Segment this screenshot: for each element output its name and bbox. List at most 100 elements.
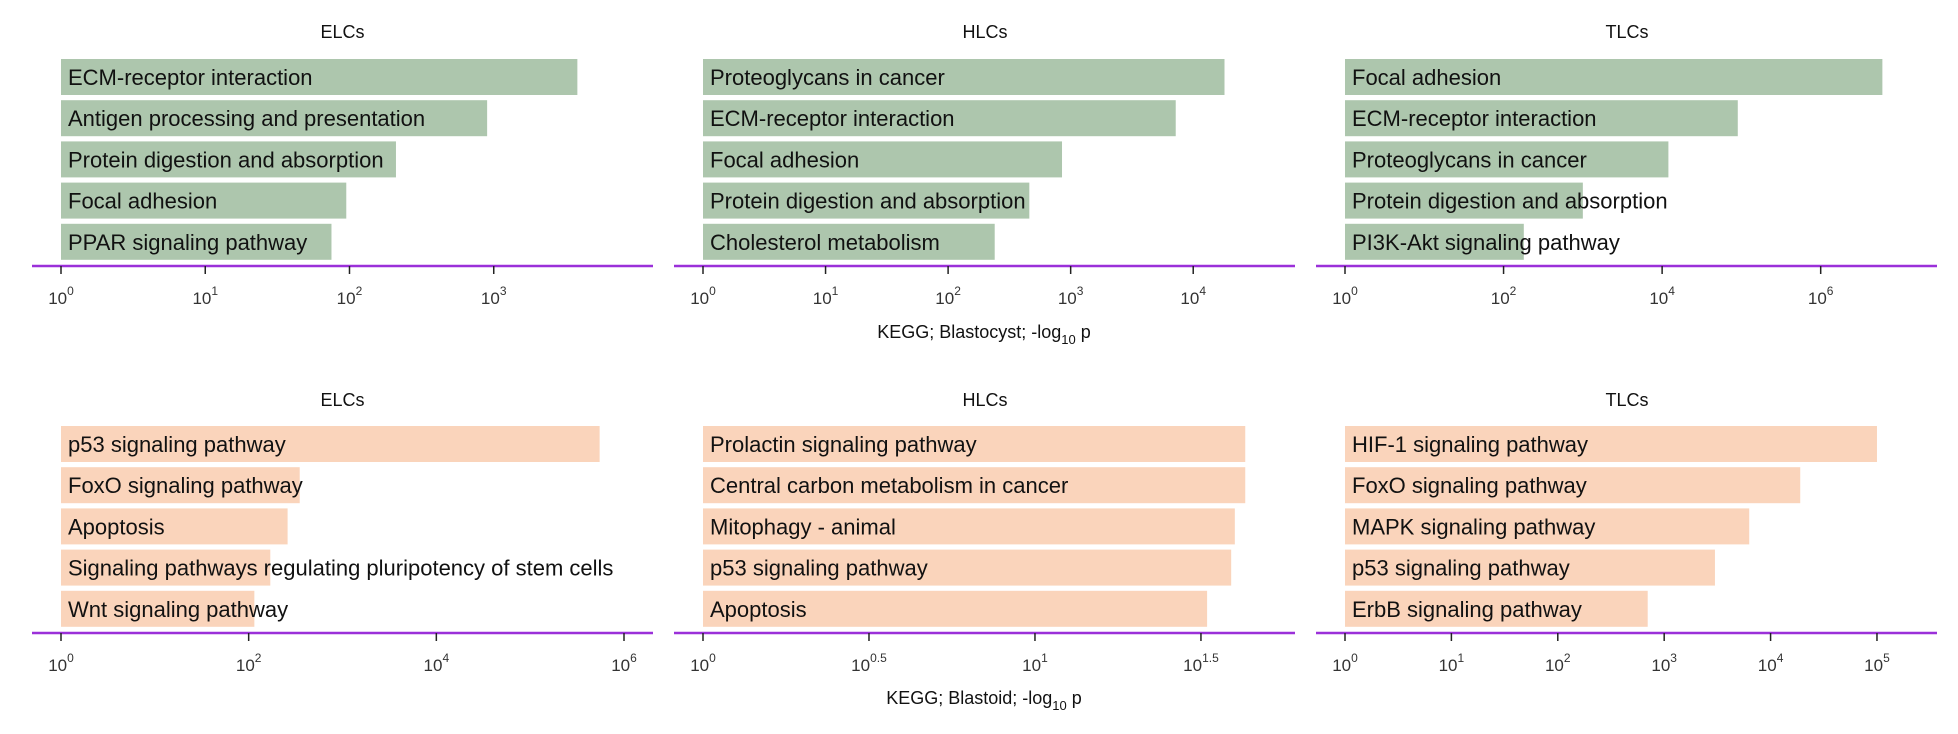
x-tick-label: 106 (1808, 284, 1834, 308)
bar (703, 426, 1246, 462)
bar (1345, 141, 1669, 178)
x-tick-label: 101 (1022, 651, 1048, 675)
bar-label: Apoptosis (68, 514, 165, 539)
x-axis-label: KEGG; Blastoid; -log10 p (886, 688, 1082, 713)
bar (61, 141, 396, 178)
bar-label: Apoptosis (710, 597, 807, 622)
panel-title: ELCs (320, 22, 364, 42)
bar-label: PPAR signaling pathway (68, 230, 307, 255)
bar-label: Central carbon metabolism in cancer (710, 473, 1068, 498)
bar-label: Proteoglycans in cancer (1352, 147, 1587, 172)
x-tick-label: 105 (1864, 651, 1890, 675)
x-tick-label: 102 (337, 284, 363, 308)
x-tick-label: 100 (48, 284, 74, 308)
x-tick-label: 106 (611, 651, 637, 675)
panel-title: HLCs (962, 390, 1007, 410)
x-tick-label: 102 (1491, 284, 1517, 308)
bar-label: Prolactin signaling pathway (710, 432, 977, 457)
x-tick-label: 100 (1332, 284, 1358, 308)
panel-title: TLCs (1605, 22, 1648, 42)
bar (1345, 59, 1883, 95)
bar (1345, 223, 1524, 260)
bar-label: ECM-receptor interaction (710, 106, 955, 131)
bar (61, 426, 600, 462)
bar-label: FoxO signaling pathway (68, 473, 303, 498)
bar-label: MAPK signaling pathway (1352, 514, 1595, 539)
bar (61, 182, 347, 219)
bar (61, 100, 488, 137)
bar-label: Signaling pathways regulating pluripoten… (68, 556, 613, 581)
panel-3: TLCs Focal adhesion ECM-receptor interacti… (1316, 22, 1937, 308)
bar (61, 59, 578, 95)
x-axis-label: KEGG; Blastocyst; -log10 p (877, 322, 1091, 347)
bar-label: Protein digestion and absorption (710, 189, 1026, 214)
bar-label: Wnt signaling pathway (68, 597, 288, 622)
x-tick-label: 100 (690, 284, 716, 308)
x-tick-label: 100 (1332, 651, 1358, 675)
bar (1345, 100, 1738, 137)
panel-title: HLCs (962, 22, 1007, 42)
bar (703, 549, 1232, 586)
bar (1345, 508, 1750, 545)
bar-label: Protein digestion and absorption (68, 147, 384, 172)
x-tick-label: 100 (48, 651, 74, 675)
bar-label: p53 signaling pathway (1352, 556, 1570, 581)
bar-label: Focal adhesion (710, 147, 859, 172)
bar-label: HIF-1 signaling pathway (1352, 432, 1588, 457)
x-tick-label: 101 (1439, 651, 1465, 675)
bar-label: Cholesterol metabolism (710, 230, 940, 255)
bar (703, 182, 1030, 219)
bar (703, 141, 1063, 178)
x-tick-label: 103 (1058, 284, 1084, 308)
panel-2: HLCs Proteoglycans in cancer ECM-receptor … (674, 22, 1295, 308)
bar-label: Proteoglycans in cancer (710, 65, 945, 90)
x-tick-label: 101.5 (1183, 651, 1219, 675)
x-tick-label: 104 (1180, 284, 1206, 308)
bar (61, 508, 288, 545)
panel-4: ELCs p53 signaling pathway FoxO signaling … (32, 390, 653, 675)
x-tick-label: 104 (1649, 284, 1675, 308)
bar (703, 223, 995, 260)
bar (1345, 426, 1877, 462)
bar-label: Antigen processing and presentation (68, 106, 425, 131)
bar (1345, 467, 1801, 504)
panel-6: TLCs HIF-1 signaling pathway FoxO signalin… (1316, 390, 1937, 675)
bar-label: FoxO signaling pathway (1352, 473, 1587, 498)
bar-label: Focal adhesion (68, 189, 217, 214)
x-tick-label: 101 (192, 284, 218, 308)
bar-label: ErbB signaling pathway (1352, 597, 1582, 622)
bar-label: ECM-receptor interaction (1352, 106, 1597, 131)
bar-label: Protein digestion and absorption (1352, 189, 1668, 214)
bar-label: p53 signaling pathway (710, 556, 928, 581)
x-tick-label: 102 (1545, 651, 1571, 675)
x-tick-label: 103 (481, 284, 507, 308)
bar-label: p53 signaling pathway (68, 432, 286, 457)
bar (61, 223, 332, 260)
bar (703, 508, 1235, 545)
bar (1345, 549, 1715, 586)
bar (61, 590, 255, 627)
bar-label: Focal adhesion (1352, 65, 1501, 90)
panel-title: TLCs (1605, 390, 1648, 410)
bar (1345, 590, 1648, 627)
x-tick-label: 104 (424, 651, 450, 675)
bar (703, 590, 1208, 627)
x-tick-label: 100.5 (851, 651, 887, 675)
x-tick-label: 101 (813, 284, 839, 308)
bar (703, 467, 1246, 504)
x-tick-label: 100 (690, 651, 716, 675)
panel-5: HLCs Prolactin signaling pathway Central c… (674, 390, 1295, 675)
bar-label: PI3K-Akt signaling pathway (1352, 230, 1620, 255)
x-tick-label: 104 (1758, 651, 1784, 675)
bar (61, 467, 300, 504)
bar (703, 100, 1176, 137)
bar-label: ECM-receptor interaction (68, 65, 313, 90)
x-tick-label: 102 (236, 651, 262, 675)
bar (703, 59, 1225, 95)
panel-1: ELCs ECM-receptor interaction Antigen proc… (32, 22, 653, 308)
bar-label: Mitophagy - animal (710, 514, 896, 539)
x-tick-label: 103 (1651, 651, 1677, 675)
bar (61, 549, 271, 586)
x-tick-label: 102 (935, 284, 961, 308)
